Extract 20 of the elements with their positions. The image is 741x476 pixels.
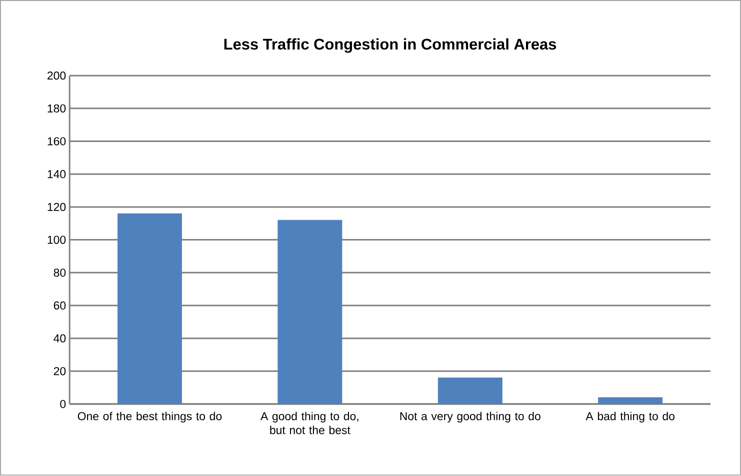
y-tick-label: 140 <box>48 170 66 178</box>
x-tick-label: A good thing to do, but not the best <box>260 412 358 434</box>
chart-title: Less Traffic Congestion in Commercial Areas <box>224 38 556 53</box>
y-tick-label: 60 <box>54 302 66 310</box>
y-tick-label: 120 <box>48 203 66 212</box>
y-tick-label: 160 <box>48 137 66 146</box>
y-tick-label: 0 <box>60 400 66 408</box>
x-tick-label: One of the best things to do <box>78 412 222 423</box>
bar <box>438 378 502 404</box>
y-tick-label: 80 <box>54 268 66 277</box>
y-tick-label: 20 <box>54 367 66 376</box>
bar <box>278 220 342 404</box>
x-tick-label: A bad thing to do <box>586 412 675 423</box>
y-tick-label: 40 <box>54 334 66 343</box>
y-tick-label: 200 <box>48 72 66 80</box>
bar <box>117 214 182 404</box>
x-tick-label: Not a very good thing to do <box>400 412 540 423</box>
y-tick-label: 100 <box>48 236 66 244</box>
y-tick-label: 180 <box>48 104 66 113</box>
bar <box>598 397 663 404</box>
